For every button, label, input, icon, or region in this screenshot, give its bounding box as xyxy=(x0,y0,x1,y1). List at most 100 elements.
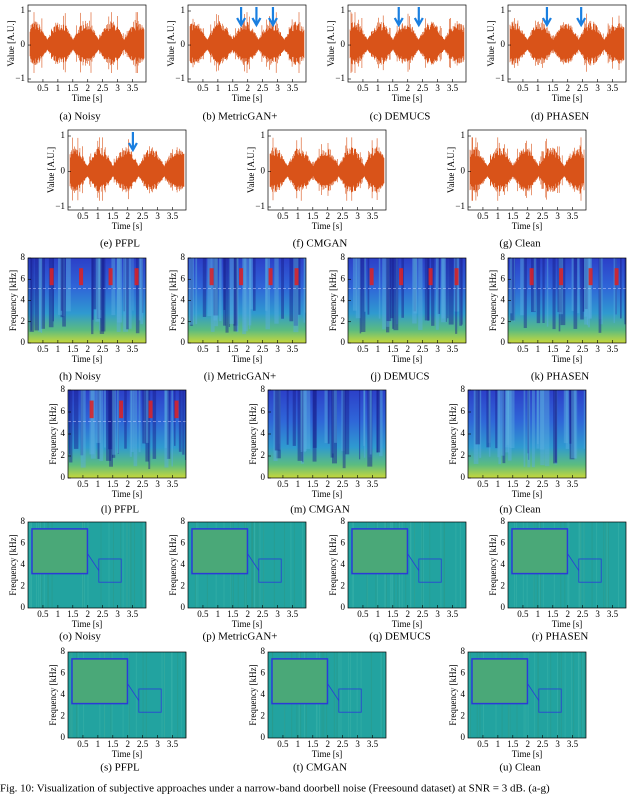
spectrogram-stripe xyxy=(418,258,423,331)
subfigure-caption: (n) Clean xyxy=(499,504,541,516)
residual-texture xyxy=(108,522,110,608)
x-tick-label: 0.5 xyxy=(77,739,89,749)
y-axis-label: Frequency [kHz] xyxy=(328,270,338,331)
spectrogram-stripe xyxy=(166,390,171,459)
spectrogram-stripe xyxy=(424,258,430,321)
residual-texture xyxy=(161,652,163,738)
spectrogram-stripe xyxy=(479,390,482,458)
spectrogram-stripe xyxy=(278,390,280,444)
y-tick-label: 8 xyxy=(461,646,466,656)
x-tick-label: 2 xyxy=(85,344,90,354)
subfigure-caption: (g) Clean xyxy=(499,238,541,250)
spectrogram-stripe xyxy=(286,390,289,445)
waveform-signal xyxy=(189,12,305,73)
x-axis-label: Time [s] xyxy=(392,619,422,629)
spectrogram-stripe xyxy=(435,258,439,330)
x-tick-label: 2.5 xyxy=(337,739,349,749)
spectrogram-stripe xyxy=(359,258,362,334)
y-tick-label: 0 xyxy=(181,602,186,612)
spectrogram-stripe xyxy=(111,258,116,316)
x-tick-label: 1 xyxy=(56,83,61,93)
spectrogram-stripe xyxy=(233,258,238,326)
x-tick-label: 1 xyxy=(496,739,501,749)
residual-texture xyxy=(171,652,173,738)
y-tick-label: 1 xyxy=(61,130,66,140)
spectrogram-stripe xyxy=(304,258,306,313)
residual-texture xyxy=(414,522,415,608)
y-tick-label: 0 xyxy=(21,337,26,347)
spectrogram-image xyxy=(28,258,146,343)
y-axis-label: Frequency [kHz] xyxy=(8,270,18,331)
spectrogram-stripe xyxy=(248,258,251,330)
x-tick-label: 1 xyxy=(216,609,221,619)
spectrogram-stripe xyxy=(305,390,311,449)
residual-texture xyxy=(578,652,580,738)
x-tick-label: 1.5 xyxy=(107,739,119,749)
x-axis-label: Time [s] xyxy=(232,619,262,629)
x-tick-label: 2.5 xyxy=(257,344,269,354)
y-tick-label: 8 xyxy=(181,516,186,526)
annotation-box xyxy=(79,268,84,286)
spectrogram-stripe xyxy=(38,258,42,332)
spectrogram-stripe xyxy=(62,258,66,327)
residual-texture xyxy=(618,522,619,608)
residual-texture xyxy=(557,652,558,738)
spectrogram-stripe xyxy=(386,258,392,322)
x-tick-label: 3 xyxy=(595,609,600,619)
spectrogram-stripe xyxy=(376,390,381,453)
x-tick-label: 2 xyxy=(125,739,130,749)
y-tick-label: 1 xyxy=(21,5,26,15)
spectrogram-stripe xyxy=(233,258,238,332)
spectrogram-stripe xyxy=(210,258,215,332)
x-tick-label: 3 xyxy=(555,211,560,221)
spectrogram-stripe xyxy=(292,390,296,446)
subfigure: 1 0 −1 Value [A.U.] 0.5 1 1.5 2 2.5 3 3.5 Time [s] (… xyxy=(246,129,387,250)
spectrogram-stripe xyxy=(277,390,281,450)
spectrogram-stripe xyxy=(546,258,549,327)
x-tick-label: 1.5 xyxy=(547,344,559,354)
annotation-box xyxy=(148,400,153,419)
annotation-box xyxy=(454,268,459,286)
spectrogram-stripe xyxy=(235,258,239,332)
spectrogram-stripe xyxy=(495,390,498,449)
x-tick-label: 2 xyxy=(245,83,250,93)
x-tick-label: 1.5 xyxy=(387,344,399,354)
y-tick-label: 6 xyxy=(181,273,186,283)
residual-texture xyxy=(129,522,131,608)
y-tick-label: 2 xyxy=(501,316,506,326)
y-tick-label: 0 xyxy=(261,732,266,742)
x-tick-label: 3.5 xyxy=(127,609,139,619)
residual-texture xyxy=(128,652,130,738)
x-tick-label: 3 xyxy=(435,609,440,619)
x-tick-label: 1.5 xyxy=(67,609,79,619)
y-tick-label: 0 xyxy=(341,602,346,612)
spectrogram-stripe xyxy=(390,258,394,319)
x-tick-label: 1.5 xyxy=(67,344,79,354)
residual-texture xyxy=(571,652,573,738)
x-tick-label: 2.5 xyxy=(417,609,429,619)
spectrogram-stripe xyxy=(367,258,370,315)
residual-texture xyxy=(583,652,585,738)
x-tick-label: 1 xyxy=(376,609,381,619)
subfigure: 1 0 −1 Value [A.U.] 0.5 1 1.5 2 2.5 3 3.5 Time [s] (… xyxy=(486,4,627,123)
spectrogram-stripe xyxy=(80,390,84,456)
y-tick-label: 0 xyxy=(181,39,186,49)
zoom-inset xyxy=(471,658,529,705)
residual-texture xyxy=(290,522,292,608)
spectrogram-stripe xyxy=(243,258,248,332)
spectrogram-stripe xyxy=(580,258,584,320)
spectrogram-image xyxy=(188,258,306,343)
spectrogram-stripe xyxy=(128,258,132,329)
y-tick-label: 8 xyxy=(341,252,346,262)
annotation-box xyxy=(174,400,179,419)
x-tick-label: 3 xyxy=(555,479,560,489)
spectrogram-stripe xyxy=(152,390,157,459)
y-tick-label: 6 xyxy=(181,538,186,548)
y-tick-label: 0 xyxy=(61,472,66,482)
spectrogram-stripe xyxy=(552,258,556,330)
x-tick-label: 2.5 xyxy=(577,83,589,93)
y-tick-label: 2 xyxy=(61,711,66,721)
spectrogram-stripe xyxy=(253,258,256,311)
